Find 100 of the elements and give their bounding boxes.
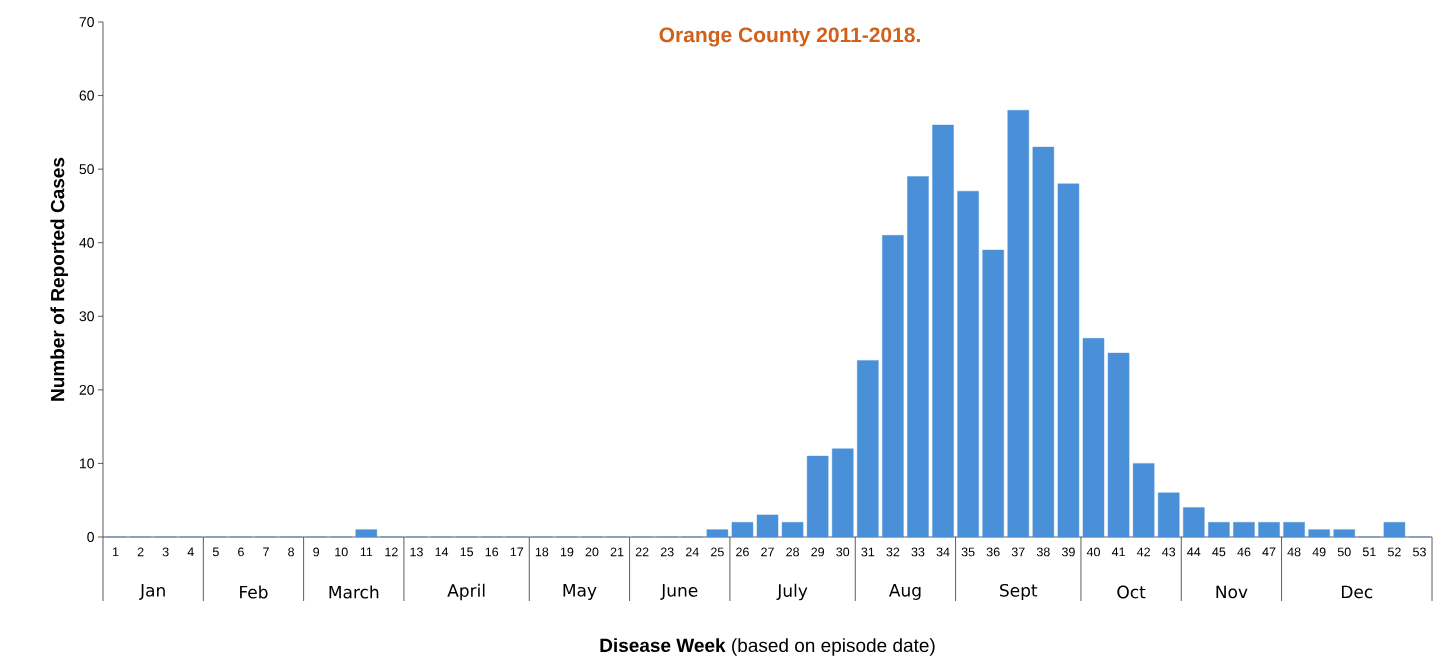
x-tick-label: 6 xyxy=(238,547,244,557)
y-tick-label: 50 xyxy=(79,164,94,175)
bar xyxy=(781,522,804,538)
x-tick-label: 5 xyxy=(212,547,219,557)
text: Nov xyxy=(1216,585,1248,599)
x-tick-label: 40 xyxy=(1086,547,1100,557)
text: Oct xyxy=(1117,585,1146,599)
text: May xyxy=(563,584,597,600)
y-tick-label: 10 xyxy=(79,458,94,469)
y-tick-label: 70 xyxy=(79,17,94,27)
x-tick-label: 3 xyxy=(162,547,169,557)
x-tick-label: 53 xyxy=(1413,547,1426,557)
bar xyxy=(857,360,879,538)
x-tick-label: 31 xyxy=(861,547,875,557)
bar xyxy=(832,448,854,538)
x-tick-label: 46 xyxy=(1237,547,1251,557)
x-tick-label: 28 xyxy=(786,547,799,557)
x-axis-title: Disease Week (based on episode date) xyxy=(600,638,935,656)
chart-title: Orange County 2011-2018. xyxy=(659,27,920,47)
x-tick-label: 8 xyxy=(288,547,295,557)
y-tick-label: 30 xyxy=(79,311,94,322)
y-tick-label: 60 xyxy=(79,90,94,101)
bar xyxy=(1032,146,1055,538)
y-axis-title: Number of Reported Cases xyxy=(50,157,69,401)
x-tick-label: 4 xyxy=(187,547,194,557)
x-tick-label: 49 xyxy=(1312,547,1326,557)
x-tick-label: 1 xyxy=(113,547,119,557)
bar xyxy=(1383,522,1406,538)
bar xyxy=(1057,183,1080,538)
bar xyxy=(1132,463,1155,538)
bar xyxy=(1308,529,1330,538)
x-tick-label: 52 xyxy=(1387,547,1401,557)
x-tick-label: 50 xyxy=(1337,547,1351,557)
bar xyxy=(1283,522,1305,538)
x-tick-label: 23 xyxy=(660,547,674,557)
y-tick-label: 40 xyxy=(79,237,94,248)
x-tick-label: 43 xyxy=(1162,547,1176,557)
x-tick-label: 9 xyxy=(313,547,320,557)
text: March xyxy=(329,585,379,599)
bar xyxy=(1107,352,1130,538)
x-tick-label: 25 xyxy=(711,547,724,557)
x-tick-label: 34 xyxy=(936,547,950,557)
x-tick-label: 17 xyxy=(510,547,524,557)
x-tick-label: 12 xyxy=(385,547,398,557)
bar xyxy=(806,455,829,538)
text: July xyxy=(776,583,808,601)
x-tick-label: 15 xyxy=(460,547,474,557)
x-tick-label: 20 xyxy=(585,547,599,557)
text: Jan xyxy=(139,584,165,600)
x-tick-label: 22 xyxy=(635,547,649,557)
y-tick-label: 0 xyxy=(87,532,94,542)
bar xyxy=(1082,338,1105,538)
bar xyxy=(355,529,378,538)
x-tick-label: 2 xyxy=(137,547,144,557)
x-tick-label: 37 xyxy=(1011,547,1025,557)
x-tick-label: 45 xyxy=(1212,547,1226,557)
bar xyxy=(1258,522,1280,538)
x-tick-label: 32 xyxy=(886,547,900,557)
x-tick-label: 48 xyxy=(1287,547,1301,557)
text: Sept xyxy=(1000,583,1038,601)
bar xyxy=(1208,522,1230,538)
y-tick-label: 20 xyxy=(79,384,94,395)
bar xyxy=(1333,529,1355,538)
x-tick-label: 51 xyxy=(1362,547,1376,557)
x-tick-label: 19 xyxy=(560,547,574,557)
x-tick-label: 33 xyxy=(911,547,925,557)
bar xyxy=(957,191,979,538)
x-tick-label: 14 xyxy=(435,547,449,557)
x-tick-label: 41 xyxy=(1111,547,1125,557)
text: June xyxy=(660,584,698,600)
bar xyxy=(1183,507,1205,538)
x-tick-label: 11 xyxy=(360,547,373,557)
x-tick-label: 26 xyxy=(736,547,749,557)
x-tick-label: 13 xyxy=(410,547,423,557)
bar xyxy=(907,176,929,538)
text: Dec xyxy=(1342,585,1373,599)
x-tick-label: 18 xyxy=(535,547,549,557)
x-tick-label: 29 xyxy=(811,547,825,557)
text: Aug xyxy=(888,584,921,600)
x-tick-label: 36 xyxy=(986,547,1000,557)
x-tick-label: 39 xyxy=(1061,547,1075,557)
bar xyxy=(932,124,954,538)
bar xyxy=(1007,110,1029,538)
x-tick-label: 10 xyxy=(335,547,348,557)
x-tick-label: 38 xyxy=(1036,547,1050,557)
x-tick-label: 27 xyxy=(761,547,774,557)
bar xyxy=(731,522,754,538)
x-tick-label: 44 xyxy=(1187,547,1201,557)
bar xyxy=(1233,522,1255,538)
x-tick-label: 16 xyxy=(485,547,499,557)
x-tick-label: 42 xyxy=(1136,547,1150,557)
bar xyxy=(882,235,904,538)
bar xyxy=(982,249,1004,538)
bar xyxy=(706,529,729,538)
bar xyxy=(756,514,779,538)
x-tick-label: 35 xyxy=(961,547,975,557)
x-tick-label: 30 xyxy=(836,547,850,557)
x-tick-label: 7 xyxy=(263,547,269,557)
bar xyxy=(1157,492,1180,538)
text: April xyxy=(447,583,485,601)
